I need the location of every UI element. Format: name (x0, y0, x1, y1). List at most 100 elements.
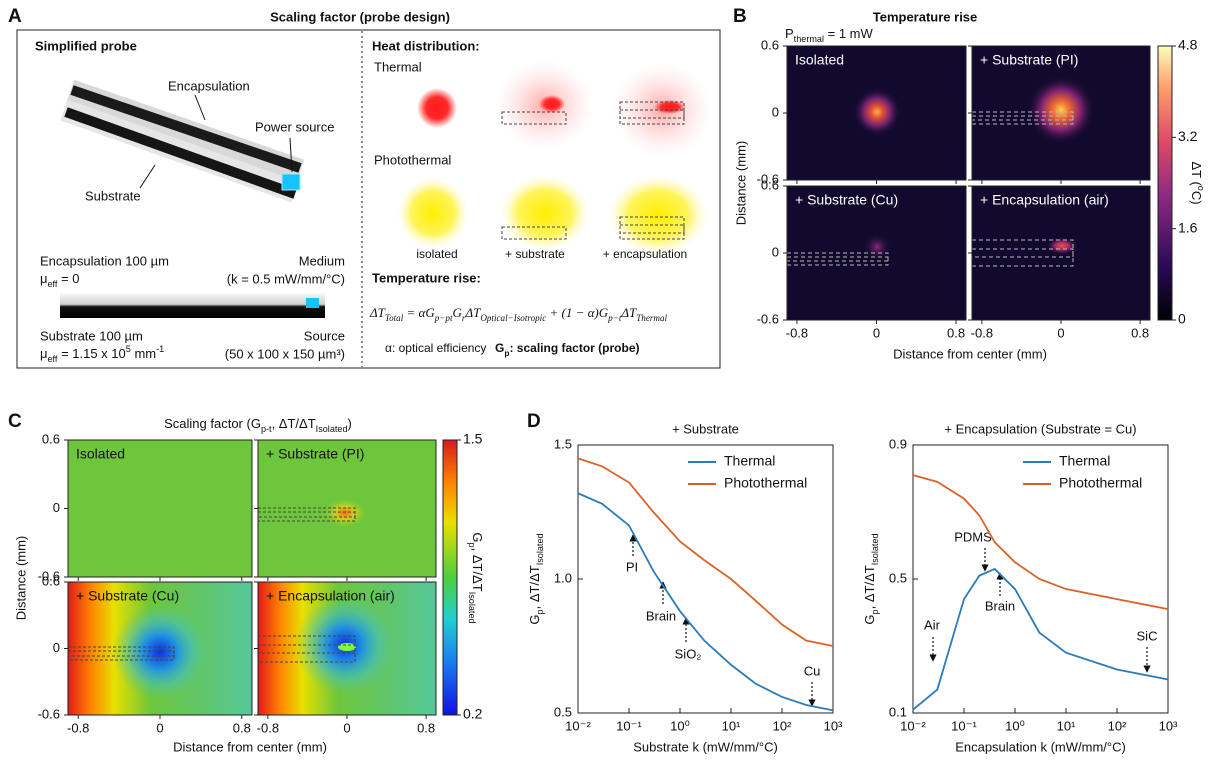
y-tick-label: 0 (53, 500, 60, 515)
panel-label: + Encapsulation (air) (266, 588, 395, 604)
text-run: G (495, 341, 504, 355)
text-run: , ΔT/ΔT (470, 548, 485, 592)
panel-title: Scaling factor (probe design) (270, 9, 450, 24)
text-run: ΔT ( (1189, 161, 1204, 186)
probe-side-view (60, 293, 325, 318)
x-tick-label: 10² (1108, 718, 1127, 733)
x-tick-label: 0.8 (417, 720, 435, 735)
leader-line (194, 94, 206, 121)
spec: Substrate 100 µm (40, 328, 143, 343)
spec: μeff = 0 (40, 271, 80, 289)
annotation: Brain (646, 608, 676, 623)
panel-label: + Substrate (Cu) (795, 192, 898, 208)
panel-letter: D (527, 411, 541, 432)
colorbar (442, 439, 458, 716)
annotation: PDMS (954, 529, 992, 544)
y-tick-label: 0 (53, 640, 60, 655)
annotation: SiO₂ (675, 646, 702, 661)
heatmaps (67, 440, 436, 715)
panel-label: Isolated (76, 446, 125, 462)
substrate-outline (786, 256, 889, 262)
legend-label: Photothermal (1059, 475, 1142, 491)
text-run: C) (1189, 191, 1204, 205)
case-label: + substrate (505, 247, 565, 261)
substrate-outline (619, 224, 685, 234)
text-run: : scaling factor (probe) (509, 341, 639, 355)
text-run: , ΔT/ΔT (527, 565, 542, 609)
y-tick-label: 1.0 (554, 570, 572, 585)
power-source (281, 173, 301, 191)
spec: Source (304, 328, 345, 343)
panel-label: + Substrate (PI) (266, 446, 364, 462)
panel-letter: C (8, 411, 22, 432)
leader-line (139, 164, 156, 189)
chart-title: + Substrate (672, 421, 739, 436)
x-tick-label: 0.8 (233, 720, 251, 735)
text-run: Scaling factor (G (164, 416, 261, 431)
subscript: Isolated (870, 533, 880, 565)
photothermal-blob (500, 175, 590, 251)
x-tick-label: 10⁻² (900, 718, 926, 733)
case-label: isolated (416, 247, 457, 261)
text-run: μ (40, 346, 48, 361)
subscript: Isolated (535, 533, 545, 565)
y-axis-label: Distance (mm) (13, 536, 28, 621)
series-line (577, 457, 834, 647)
colorbar (1157, 45, 1173, 321)
spec: Medium (299, 253, 345, 268)
x-tick-label: 0.8 (947, 325, 965, 340)
text-run: , ΔT/ΔT (862, 565, 877, 609)
text-run: G (453, 305, 463, 320)
subscript: eff (48, 354, 58, 364)
subscript: p−t (607, 313, 622, 323)
text-run: ΔT (620, 305, 637, 320)
equation: ΔTTotal = αGp−ptGrΔTOptical−Isotropic + … (369, 305, 668, 323)
x-tick-label: -0.8 (257, 720, 279, 735)
panel-label: + Substrate (Cu) (76, 588, 179, 604)
y-tick-label: 0.9 (889, 436, 907, 451)
y-tick-label: 0.6 (42, 431, 60, 446)
text-run: = 0 (57, 271, 79, 286)
text-run: G (470, 532, 485, 542)
x-tick-label: 0.8 (1131, 325, 1149, 340)
y-axis-label: Gp, ΔT/ΔTIsolated (527, 533, 545, 624)
text-run: ΔT (464, 305, 481, 320)
heat-blob (539, 95, 565, 113)
source-block (306, 298, 319, 308)
colorbar-tick-label: 4.8 (1178, 37, 1198, 53)
annotation: SiC (1137, 628, 1158, 643)
x-axis-label: Encapsulation k (mW/mm/°C) (955, 739, 1126, 754)
annotation: Brain (985, 598, 1015, 613)
text-run: G (527, 614, 542, 624)
colorbar-tick-label: 3.2 (1178, 128, 1198, 144)
annotation: PI (626, 559, 638, 574)
heat-spot (863, 233, 891, 261)
panel-title: Scaling factor (Gp-t, ΔT/ΔTIsolated) (164, 416, 352, 434)
panel-letter: B (733, 6, 747, 27)
heat-spot (853, 88, 901, 136)
probe-arm (64, 107, 297, 199)
colorbar-label: ΔT (oC) (1189, 161, 1206, 204)
colorbar-label: Gp, ΔT/ΔTIsolated (467, 532, 485, 623)
text-run: mm (131, 346, 156, 361)
text-run: G (862, 614, 877, 624)
heat-spot (321, 497, 369, 529)
panel-label: + Substrate (PI) (980, 52, 1078, 68)
subscript: p (870, 609, 880, 614)
y-tick-label: -0.6 (757, 171, 779, 186)
x-tick-label: 10⁻² (565, 718, 591, 733)
label: Encapsulation (168, 78, 250, 93)
substrate-outline (67, 650, 175, 657)
spec: (50 x 100 x 150 µm³) (225, 346, 345, 361)
probe-arm (70, 85, 302, 173)
x-tick-label: 10² (773, 718, 792, 733)
text-run: + (1 − α)G (546, 305, 609, 320)
colorbar-tick-label: 0.2 (463, 706, 483, 722)
subscript: Thermal (636, 313, 667, 323)
x-tick-label: 0 (343, 720, 350, 735)
colorbar-tick-label: 1.6 (1178, 219, 1198, 235)
annotation: Cu (804, 663, 821, 678)
superscript: 5 (126, 344, 131, 354)
y-tick-label: 0 (772, 244, 779, 259)
